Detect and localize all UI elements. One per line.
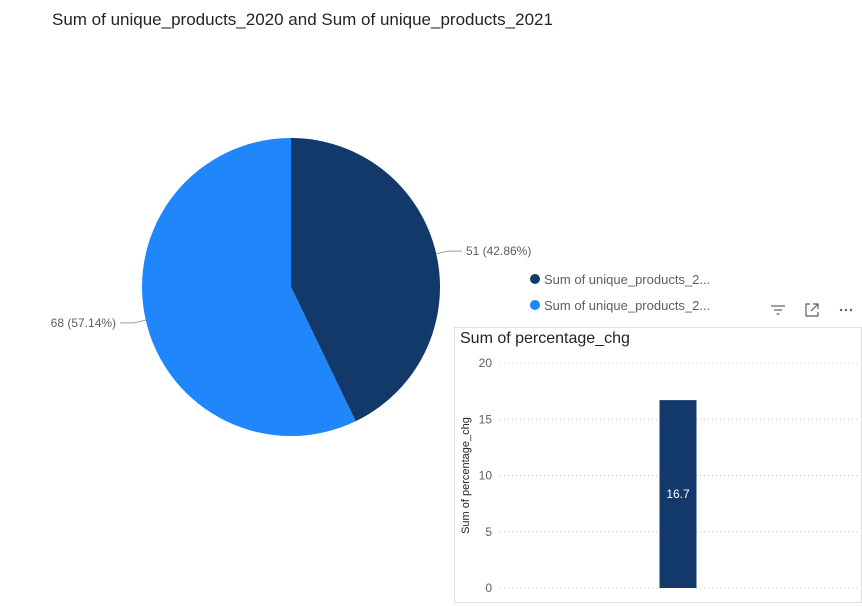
more-options-icon[interactable] — [836, 300, 856, 320]
y-axis-title: Sum of percentage_chg — [460, 417, 472, 534]
pie-slice-1[interactable] — [142, 138, 356, 436]
legend-label-2021: Sum of unique_products_2... — [544, 297, 711, 313]
pie-data-label-1: 68 (57.14%) — [51, 316, 116, 330]
pie-leader-line-1 — [120, 319, 146, 324]
pie-legend: Sum of unique_products_2... Sum of uniqu… — [530, 266, 710, 318]
legend-marker-2021 — [530, 300, 540, 310]
y-tick-label-4: 20 — [479, 356, 493, 370]
pie-leader-line-0 — [436, 250, 462, 255]
visual-header — [768, 300, 856, 320]
y-tick-label-0: 0 — [485, 581, 492, 595]
filter-icon[interactable] — [768, 300, 788, 320]
focus-mode-icon[interactable] — [802, 300, 822, 320]
bar-chart-title: Sum of percentage_chg — [460, 330, 630, 347]
y-tick-label-3: 15 — [479, 412, 493, 426]
legend-item-2021[interactable]: Sum of unique_products_2... — [530, 292, 710, 318]
bar-0[interactable] — [659, 400, 697, 588]
pie-chart-title: Sum of unique_products_2020 and Sum of u… — [52, 10, 553, 29]
y-tick-label-2: 10 — [479, 469, 493, 483]
bar-data-label-0: 16.7 — [666, 487, 690, 501]
pie-data-label-0: 51 (42.86%) — [466, 244, 531, 258]
bar-chart: 0 5 10 15 20 Sum of percentage_chg 16.7 — [460, 356, 859, 595]
legend-marker-2020 — [530, 274, 540, 284]
legend-label-2020: Sum of unique_products_2... — [544, 271, 711, 287]
y-tick-label-1: 5 — [485, 525, 492, 539]
bar-chart-visual[interactable]: Sum of percentage_chg 0 5 10 15 20 Sum of per… — [454, 327, 862, 603]
pie-slice-0[interactable] — [291, 138, 441, 422]
legend-item-2020[interactable]: Sum of unique_products_2... — [530, 266, 710, 292]
